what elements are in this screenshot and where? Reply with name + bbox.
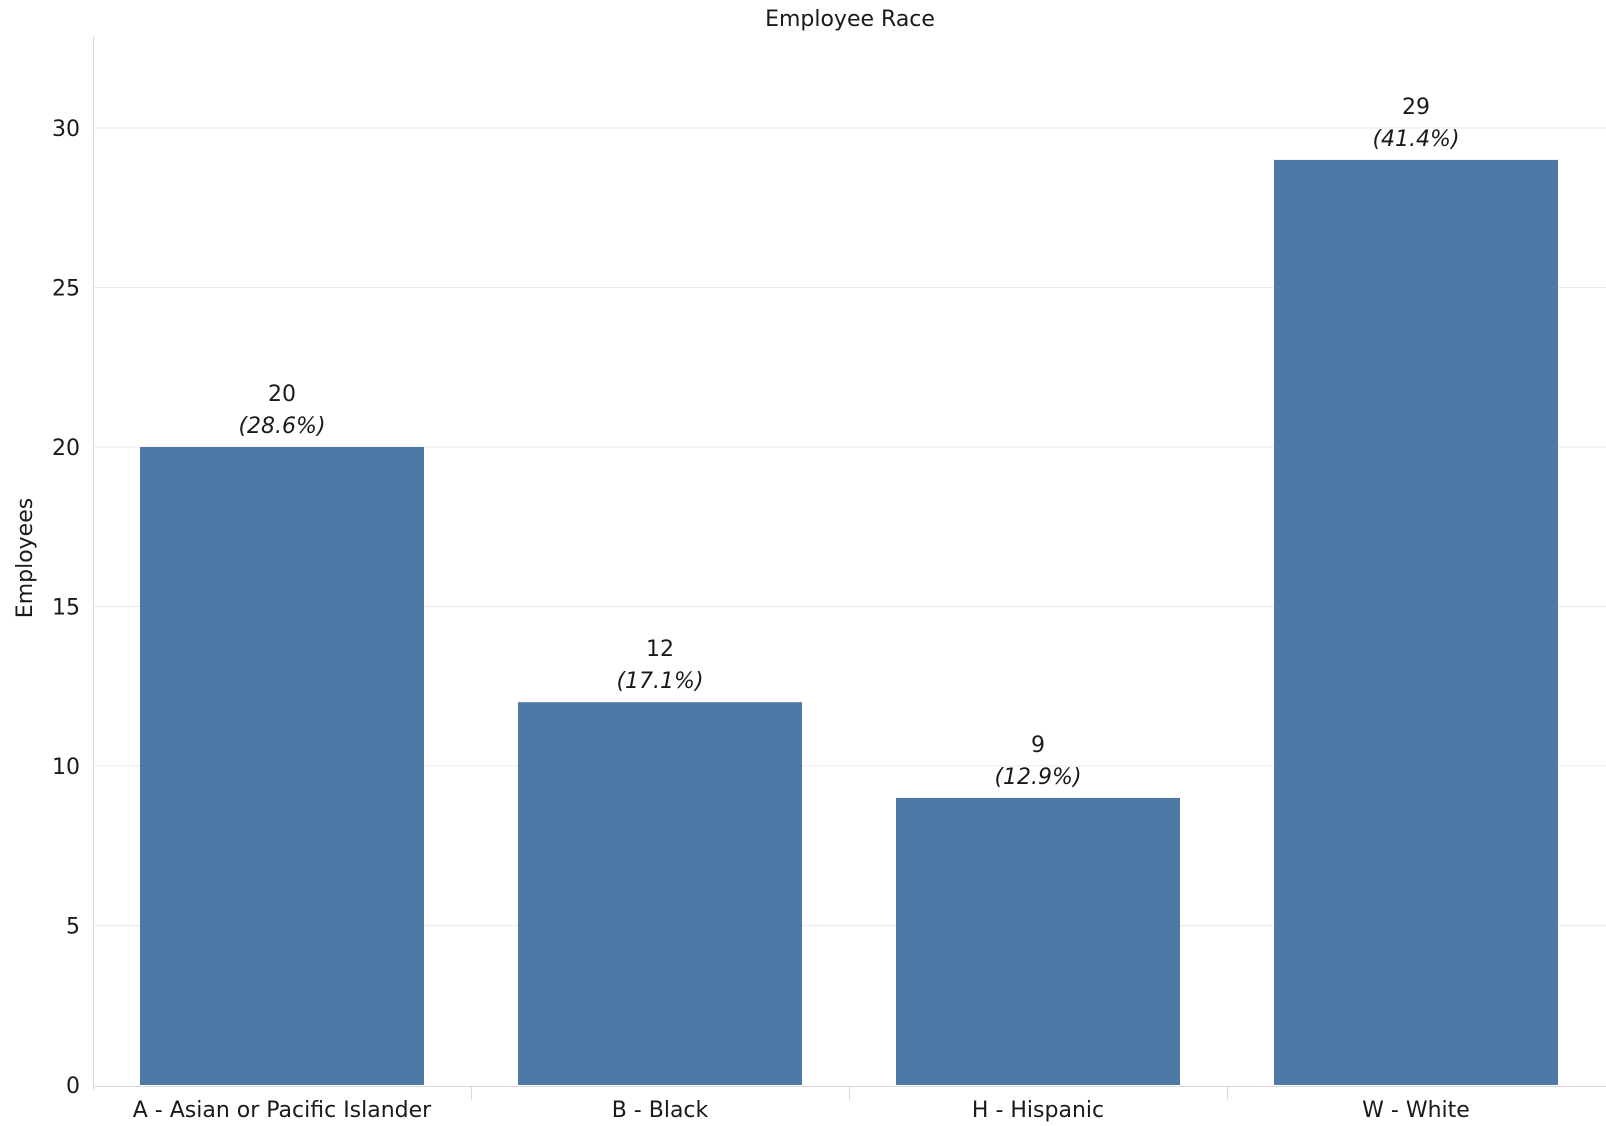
y-tick-label: 5 [66,915,80,940]
y-tick-label: 0 [66,1074,80,1099]
y-tick-label: 20 [52,436,80,461]
x-tick-label: A - Asian or Pacific Islander [133,1098,432,1122]
x-tick-label: B - Black [612,1098,709,1122]
chart-title: Employee Race [765,7,935,32]
y-tick-label: 30 [52,117,80,142]
bar [1274,159,1558,1085]
bar [140,447,424,1085]
y-tick-label: 25 [52,277,80,302]
bar-value-label: 12 [646,637,674,662]
bar-value-label: 29 [1402,95,1430,120]
bar [518,702,802,1085]
y-tick-label: 10 [52,755,80,780]
x-tick-label: W - White [1362,1098,1470,1122]
bar-value-label: 20 [268,382,296,407]
bar-percent-label: (12.9%) [994,765,1081,790]
y-axis-ticks: 0 5 10 15 20 25 30 [52,117,80,1099]
bar-percent-label: (17.1%) [616,669,703,694]
axes [93,36,1606,1100]
bar [896,797,1180,1085]
y-axis-title: Employees [13,498,38,618]
bar-percent-label: (28.6%) [238,414,325,439]
bars [140,159,1558,1085]
x-axis-ticks: A - Asian or Pacific Islander B - Black H … [133,1098,1470,1123]
data-labels: 20 (28.6%) 12 (17.1%) 9 (12.9%) 29 (41.4%) [238,95,1459,790]
y-tick-label: 15 [52,596,80,621]
x-tick-label: H - Hispanic [972,1098,1104,1122]
bar-value-label: 9 [1031,733,1045,758]
bar-percent-label: (41.4%) [1372,127,1459,152]
